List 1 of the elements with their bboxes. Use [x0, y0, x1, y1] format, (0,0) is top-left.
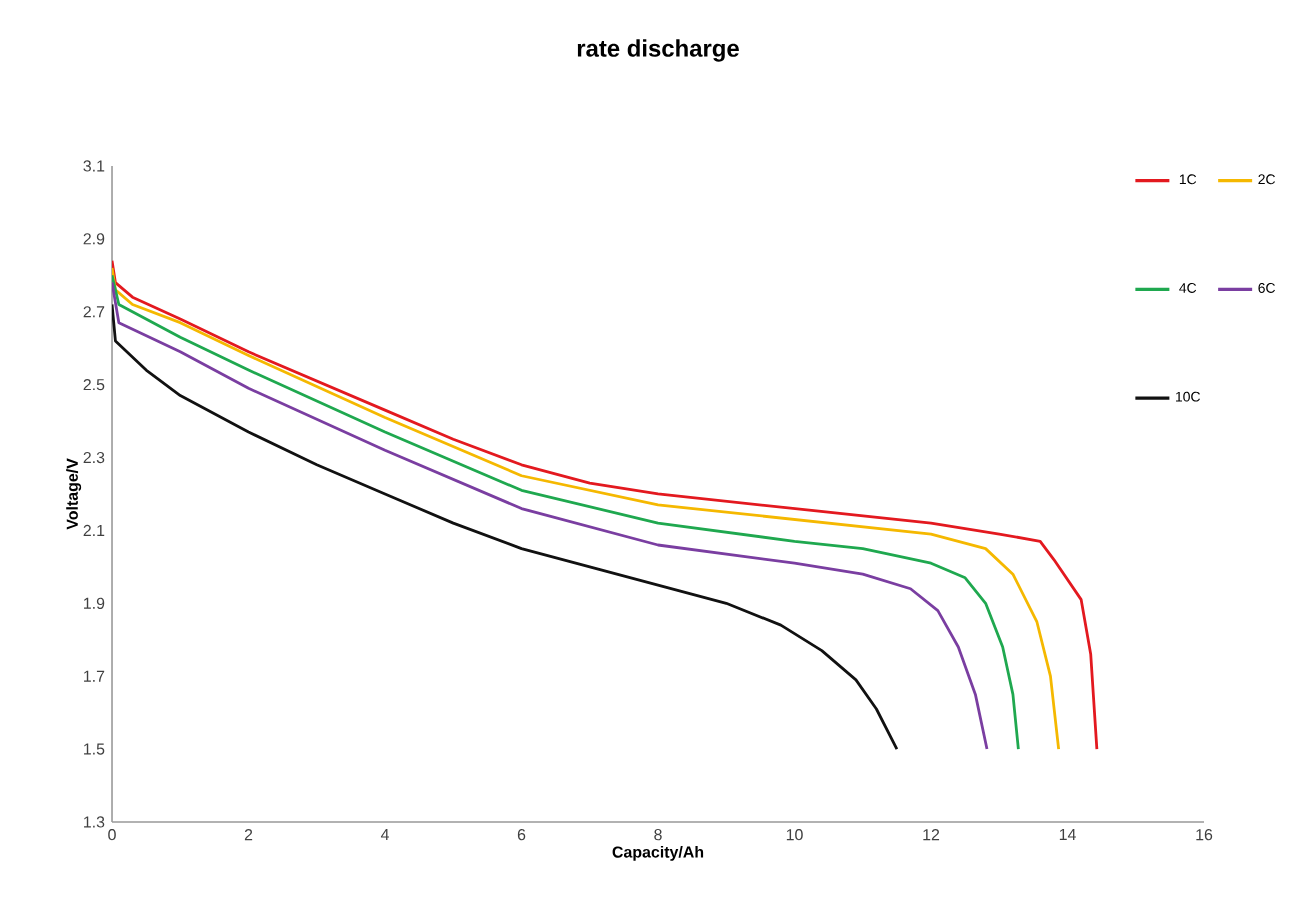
chart-title: rate discharge — [577, 39, 739, 62]
